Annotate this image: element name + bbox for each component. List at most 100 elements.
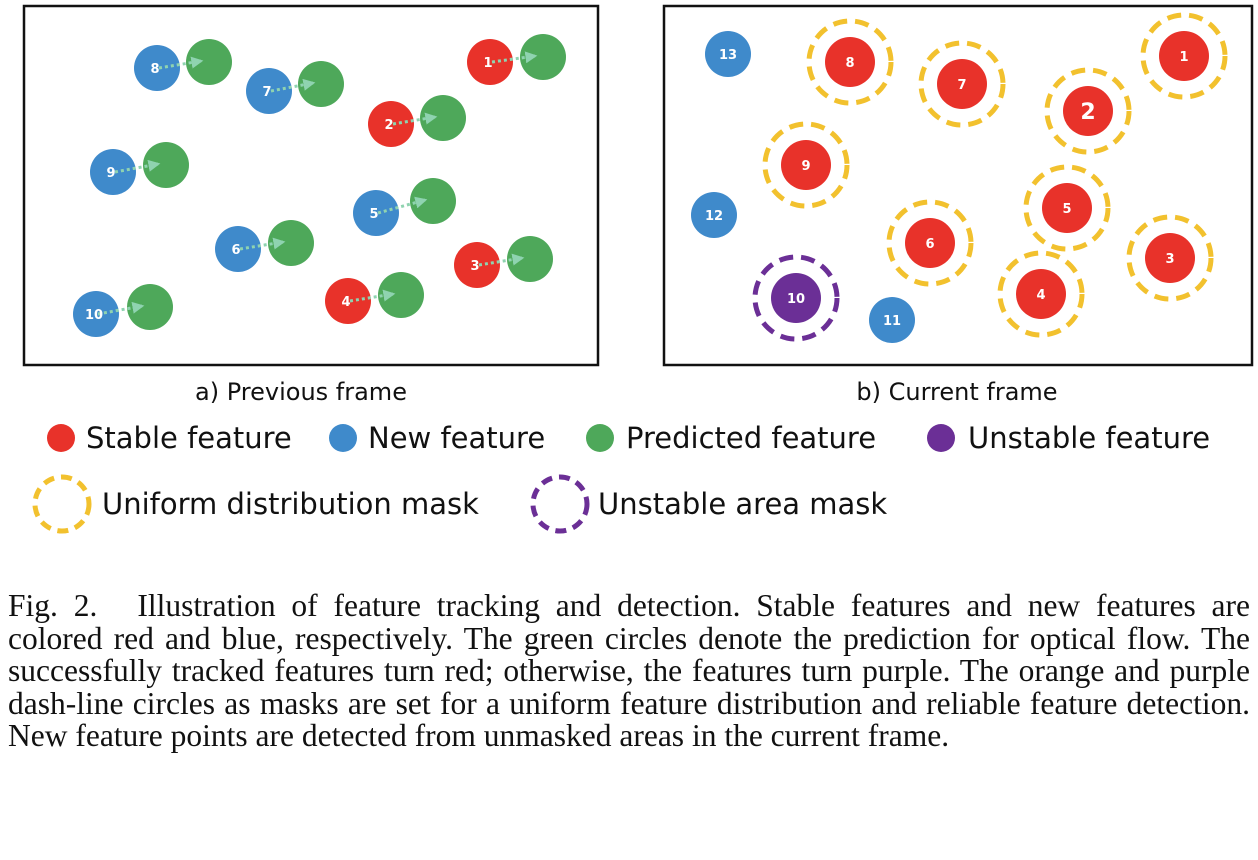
- optical-flow-arrow-6: [239, 237, 286, 251]
- new-feature-9: [90, 149, 136, 195]
- stable-feature-5: [1042, 183, 1092, 233]
- legend-unstable-mask-label: Unstable area mask: [598, 487, 887, 521]
- optical-flow-arrow-9: [114, 159, 161, 174]
- uniform-distribution-mask-8: [806, 18, 894, 106]
- feature-id-label: 6: [231, 243, 240, 258]
- stable-feature-3: [454, 242, 500, 288]
- stable-feature-1: [1159, 31, 1209, 81]
- legend-predicted-label: Predicted feature: [626, 421, 876, 455]
- legend-new-swatch: [329, 424, 357, 452]
- stable-feature-7: [937, 59, 987, 109]
- legend-unstable-label: Unstable feature: [968, 421, 1210, 455]
- uniform-distribution-mask-2: [1044, 67, 1132, 155]
- new-feature-10: [73, 291, 119, 337]
- previous-frame-border: [22, 4, 600, 367]
- figure-caption: Fig. 2. Illustration of feature tracking …: [8, 588, 1250, 754]
- current-frame-label: b) Current frame: [856, 378, 1057, 406]
- uniform-distribution-mask-5: [1023, 164, 1111, 252]
- feature-id-label: 2: [384, 118, 393, 133]
- uniform-distribution-mask-6: [886, 199, 974, 287]
- feature-id-label: 4: [341, 295, 350, 310]
- new-feature-8: [134, 45, 180, 91]
- new-feature-6: [215, 226, 261, 272]
- feature-id-label: 3: [470, 259, 479, 274]
- uniform-distribution-mask-1: [1140, 12, 1228, 100]
- feature-id-label: 13: [719, 48, 737, 63]
- new-feature-12: [691, 192, 737, 238]
- feature-id-label: 3: [1165, 252, 1174, 267]
- new-feature-5: [353, 190, 399, 236]
- feature-id-label: 1: [483, 56, 492, 71]
- stable-feature-2: [368, 101, 414, 147]
- previous-frame-features: 1 2 3 4 5 6 7 8 9 10: [73, 34, 566, 337]
- feature-id-label: 5: [369, 207, 378, 222]
- feature-id-label: 10: [787, 292, 805, 307]
- unstable-feature-10: [771, 273, 821, 323]
- uniform-distribution-mask-9: [762, 121, 850, 209]
- predicted-feature-4: [378, 272, 424, 318]
- feature-id-label: 10: [85, 308, 103, 323]
- previous-frame-panel: 1 2 3 4 5 6 7 8 9 10: [22, 4, 600, 367]
- new-feature-11: [869, 297, 915, 343]
- predicted-feature-1: [520, 34, 566, 80]
- feature-id-label: 12: [705, 209, 723, 224]
- caption-text: Illustration of feature tracking and det…: [8, 588, 1250, 754]
- stable-feature-8: [825, 37, 875, 87]
- legend-predicted-swatch: [586, 424, 614, 452]
- predicted-feature-3: [507, 236, 553, 282]
- legend-unstable-swatch: [927, 424, 955, 452]
- legend-uniform-mask-swatch: [32, 474, 92, 534]
- feature-id-label: 2: [1080, 100, 1095, 125]
- predicted-feature-8: [186, 39, 232, 85]
- legend-unstable-mask-swatch: [530, 474, 590, 534]
- uniform-distribution-mask-7: [918, 40, 1006, 128]
- new-feature-13: [705, 31, 751, 77]
- optical-flow-arrow-3: [478, 253, 525, 267]
- predicted-feature-6: [268, 220, 314, 266]
- optical-flow-arrow-2: [392, 112, 438, 126]
- predicted-feature-9: [143, 142, 189, 188]
- optical-flow-arrow-8: [158, 56, 204, 70]
- unstable-area-mask-10: [752, 254, 840, 342]
- legend-stable-label: Stable feature: [86, 421, 292, 455]
- predicted-feature-5: [410, 178, 456, 224]
- predicted-feature-10: [127, 284, 173, 330]
- stable-feature-2: [1063, 86, 1113, 136]
- legend-new-label: New feature: [368, 421, 545, 455]
- feature-id-label: 9: [801, 159, 810, 174]
- uniform-distribution-mask-4: [997, 250, 1085, 338]
- current-frame-border: [662, 4, 1254, 367]
- stable-feature-4: [1016, 269, 1066, 319]
- predicted-feature-7: [298, 61, 344, 107]
- feature-id-label: 1: [1179, 50, 1188, 65]
- feature-id-label: 4: [1036, 288, 1045, 303]
- feature-id-label: 8: [845, 56, 854, 71]
- feature-id-label: 11: [883, 314, 901, 329]
- stable-feature-1: [467, 39, 513, 85]
- feature-id-label: 9: [106, 166, 115, 181]
- legend: Stable feature New feature Predicted fea…: [32, 421, 1210, 534]
- stable-feature-3: [1145, 233, 1195, 283]
- stable-feature-6: [905, 218, 955, 268]
- optical-flow-arrow-5: [377, 196, 428, 215]
- optical-flow-arrow-4: [349, 289, 396, 303]
- optical-flow-arrow-7: [270, 78, 316, 93]
- legend-uniform-mask-label: Uniform distribution mask: [102, 487, 479, 521]
- new-feature-7: [246, 68, 292, 114]
- optical-flow-arrow-1: [491, 51, 538, 64]
- feature-id-label: 5: [1062, 202, 1071, 217]
- caption-label: Fig. 2.: [8, 588, 98, 623]
- feature-id-label: 7: [262, 85, 271, 100]
- optical-flow-arrow-10: [97, 301, 145, 316]
- feature-id-label: 6: [925, 237, 934, 252]
- feature-id-label: 8: [150, 62, 159, 77]
- uniform-distribution-mask-3: [1126, 214, 1214, 302]
- feature-id-label: 7: [957, 78, 966, 93]
- stable-feature-4: [325, 278, 371, 324]
- stable-feature-9: [781, 140, 831, 190]
- legend-stable-swatch: [47, 424, 75, 452]
- previous-frame-label: a) Previous frame: [195, 378, 407, 406]
